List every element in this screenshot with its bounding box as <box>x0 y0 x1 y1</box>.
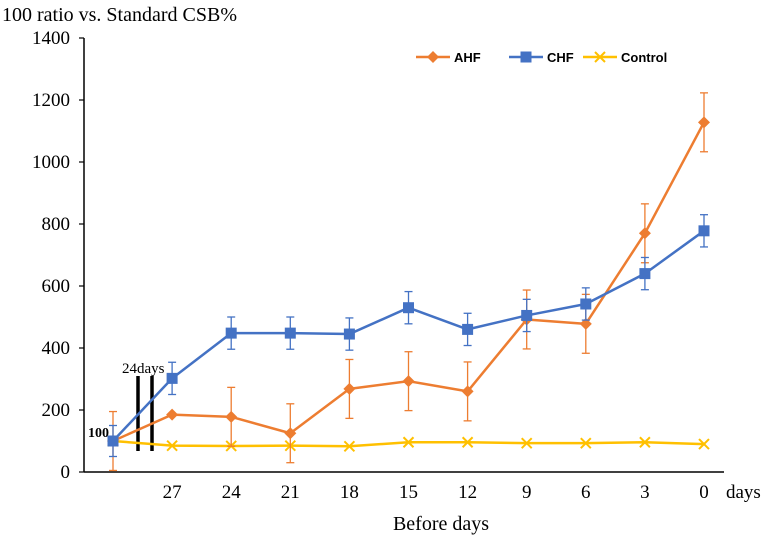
y-tick-label: 0 <box>61 462 71 483</box>
x-tick-label: 18 <box>340 482 359 503</box>
x-tick-label: 6 <box>581 482 591 503</box>
ahf-point <box>698 116 710 129</box>
control-point <box>520 437 533 449</box>
series-ahf <box>107 92 710 472</box>
y-tick-label: 1400 <box>32 28 70 49</box>
x-tick-label: 12 <box>458 482 477 503</box>
x-tick-label: 0 <box>699 482 709 503</box>
ahf-point <box>461 385 474 398</box>
x-tick-label: 9 <box>522 482 532 503</box>
chf-point <box>698 225 710 237</box>
control-point-stroke <box>698 438 710 450</box>
chf-point <box>462 323 474 335</box>
legend-item-ahf: AHF <box>416 50 481 65</box>
control-point <box>166 439 178 452</box>
legend-label: CHF <box>547 50 574 65</box>
chf-point <box>639 268 651 280</box>
legend-swatch-marker <box>594 51 606 63</box>
control-point <box>402 436 415 448</box>
y-tick-label: 600 <box>42 276 71 297</box>
chf-point <box>403 302 414 314</box>
control-point-stroke <box>166 439 178 452</box>
y-tick-label: 800 <box>42 214 71 235</box>
control-point <box>461 436 474 448</box>
chf-point <box>521 309 533 321</box>
legend-label: Control <box>621 50 667 65</box>
x-axis-title: Before days <box>393 513 489 535</box>
ahf-point <box>284 427 297 440</box>
x-tick-label: 3 <box>640 482 650 503</box>
chf-point <box>580 298 592 310</box>
x-axis-unit-label: days <box>726 482 761 503</box>
x-tick-label: 21 <box>281 482 300 503</box>
control-point-stroke <box>639 436 651 448</box>
control-point <box>343 440 356 452</box>
control-point <box>639 436 651 448</box>
control-point-stroke <box>343 440 356 452</box>
gap-annotation: 24days <box>122 361 165 377</box>
chf-point <box>343 328 355 340</box>
y-tick-label: 200 <box>42 400 71 421</box>
ahf-point <box>402 375 415 388</box>
ahf-point <box>166 408 179 421</box>
control-point-stroke <box>580 437 592 449</box>
chf-point <box>107 435 119 447</box>
x-tick-label: 27 <box>163 482 182 503</box>
legend-label: AHF <box>454 50 481 65</box>
control-point <box>698 438 710 450</box>
ahf-point <box>579 317 592 330</box>
x-tick-label: 24 <box>222 482 242 503</box>
ahf-point <box>638 227 651 240</box>
legend-swatch-marker-stroke <box>594 51 606 63</box>
chf-point <box>166 372 178 384</box>
y-tick-label: 400 <box>42 338 71 359</box>
legend-swatch-marker <box>520 51 532 63</box>
ahf-point <box>225 410 238 423</box>
legend-swatch-marker <box>427 51 439 63</box>
control-point-stroke <box>402 436 415 448</box>
chf-point <box>284 327 296 339</box>
legend-item-chf: CHF <box>509 50 574 65</box>
ahf-point <box>343 382 356 395</box>
y-tick-label: 1200 <box>32 90 70 111</box>
y-tick-label: 1000 <box>32 152 70 173</box>
series-control <box>107 435 710 452</box>
control-point-stroke <box>520 437 533 449</box>
control-point <box>580 437 592 449</box>
chf-point <box>225 327 237 339</box>
series-chf <box>107 214 710 458</box>
y-axis-title: 100 ratio vs. Standard CSB% <box>2 4 237 26</box>
legend-item-control: Control <box>583 50 667 65</box>
control-point-stroke <box>461 436 474 448</box>
x-tick-label: 15 <box>399 482 418 503</box>
start-value-annotation: 100 <box>88 426 109 441</box>
